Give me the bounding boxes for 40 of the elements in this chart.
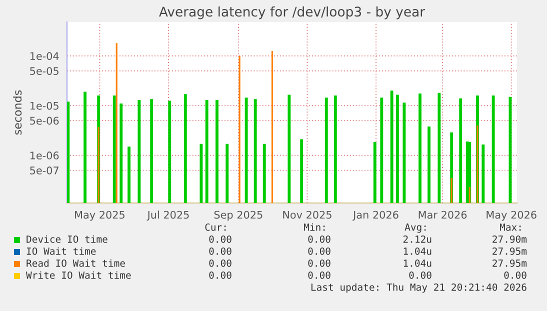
legend-label: Device IO time — [26, 235, 108, 243]
legend-label: IO Wait time — [26, 247, 96, 255]
text: 0.00 — [209, 247, 232, 255]
chart-title: Average latency for /dev/loop3 - by year — [159, 6, 426, 20]
text: 0.00 — [209, 259, 232, 267]
y-tick-label: 1e-04 — [30, 52, 59, 60]
x-tick-label: Jan 2026 — [352, 210, 398, 221]
text: 0.00 — [504, 271, 526, 279]
x-tick-label: Nov 2025 — [283, 210, 332, 219]
text: 1.04u — [404, 247, 432, 255]
y-tick-label: 5e-05 — [30, 67, 58, 75]
text: 0.00 — [209, 271, 232, 279]
x-tick-label: Mar 2026 — [418, 210, 467, 219]
y-tick-label: 5e-07 — [30, 166, 58, 174]
x-tick-label: Jul 2025 — [146, 210, 189, 221]
x-tick-label: May 2026 — [486, 210, 536, 221]
y-axis-title: seconds — [13, 90, 22, 135]
text: 27.95m — [492, 247, 527, 255]
text: 2.12u — [403, 235, 432, 243]
text: 1.04u — [404, 259, 432, 267]
text: 0.00 — [308, 235, 330, 243]
text: 27.95m — [492, 259, 527, 267]
text: 0.00 — [308, 271, 330, 279]
text: 0.00 — [308, 259, 330, 267]
text: Cur: — [205, 223, 226, 231]
text: Max: — [500, 224, 521, 231]
text: 0.00 — [409, 271, 432, 279]
y-tick-label: 1e-05 — [30, 102, 58, 110]
text: Min: — [304, 223, 325, 231]
y-tick-label: 1e-06 — [30, 152, 59, 160]
text: 0.00 — [209, 235, 232, 243]
legend-label: Write IO Wait time — [26, 271, 131, 279]
text: 0.00 — [308, 247, 330, 255]
text: Avg: — [404, 224, 426, 233]
text: Last update: Thu May 21 20:21:40 2026 — [311, 283, 526, 293]
y-tick-label: 5e-06 — [30, 116, 59, 125]
x-tick-label: May 2025 — [75, 210, 124, 221]
text: 27.90m — [492, 235, 527, 243]
x-tick-label: Sep 2025 — [214, 210, 262, 221]
legend-label: Read IO Wait time — [26, 259, 125, 267]
